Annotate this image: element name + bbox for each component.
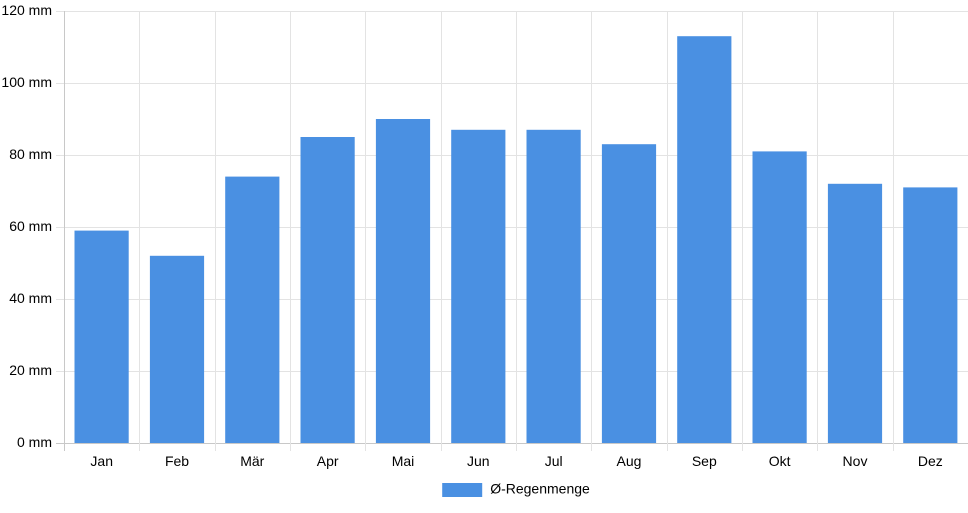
y-tick-label: 100 mm: [1, 74, 52, 90]
x-tick-label: Jan: [90, 453, 113, 469]
bar-nov[interactable]: [827, 183, 883, 444]
bar-okt[interactable]: [752, 151, 807, 443]
x-tick-label: Jul: [545, 453, 563, 469]
x-tick-label: Dez: [918, 453, 943, 469]
y-tick-label: 20 mm: [9, 362, 52, 378]
legend-swatch[interactable]: [442, 483, 483, 497]
x-tick-label: Mai: [392, 453, 415, 469]
x-tick-label: Apr: [317, 453, 339, 469]
bar-mär[interactable]: [225, 176, 280, 443]
bar-apr[interactable]: [300, 137, 355, 443]
y-tick-label: 0 mm: [17, 434, 52, 450]
y-tick-label: 60 mm: [9, 218, 52, 234]
legend-label: Ø-Regenmenge: [490, 481, 590, 497]
bar-feb[interactable]: [149, 255, 205, 443]
x-tick-label: Mär: [240, 453, 264, 469]
x-tick-label: Feb: [165, 453, 189, 469]
bar-jun[interactable]: [451, 129, 506, 444]
bar-jan[interactable]: [74, 230, 129, 443]
bar-mai[interactable]: [375, 119, 431, 443]
bar-sep[interactable]: [677, 36, 732, 443]
axes: 0 mm 20 mm 40 mm 60 mm 80 mm 100 mm 120 mm Jan F…: [1, 2, 942, 469]
y-tick-label: 80 mm: [9, 146, 52, 162]
bar-jul[interactable]: [526, 129, 581, 444]
x-tick-label: Sep: [692, 453, 717, 469]
legend[interactable]: Ø-Regenmenge: [442, 481, 590, 497]
y-tick-label: 120 mm: [1, 2, 52, 18]
bars: [74, 36, 958, 444]
y-tick-label: 40 mm: [9, 290, 52, 306]
grid: [56, 11, 968, 451]
bar-dez[interactable]: [903, 187, 958, 443]
x-tick-label: Aug: [617, 453, 642, 469]
bar-aug[interactable]: [601, 144, 657, 443]
x-tick-label: Nov: [843, 453, 868, 469]
x-tick-label: Jun: [467, 453, 490, 469]
x-tick-label: Okt: [769, 453, 791, 469]
